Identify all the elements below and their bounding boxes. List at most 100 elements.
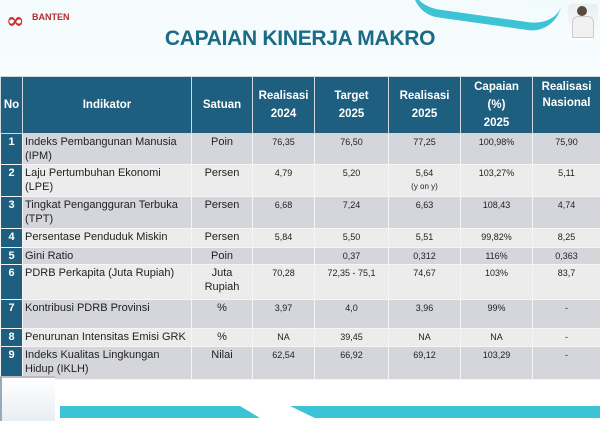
indikator-cell: Penurunan Intensitas Emisi GRK [22, 328, 192, 347]
capaian-cell: 99,82% [460, 228, 533, 248]
realisasi-nasional-cell: 5,11 [532, 164, 600, 197]
satuan-cell: % [191, 328, 253, 347]
satuan-cell: Juta Rupiah [191, 264, 253, 300]
logo-mark: ∞ [6, 8, 25, 34]
indikator-cell: Indeks Pembangunan Manusia (IPM) [22, 133, 192, 165]
realisasi-nasional-cell: - [532, 328, 600, 347]
realisasi-2024-cell: 6,68 [252, 196, 315, 229]
capaian-cell: NA [460, 328, 533, 347]
realisasi-2025-cell: 74,67 [388, 264, 461, 300]
row-number: 3 [0, 196, 23, 229]
capaian-cell: 103,27% [460, 164, 533, 197]
footer-band [0, 398, 600, 421]
officials-photo [568, 4, 598, 40]
logo-text: BANTEN [32, 12, 70, 22]
table-row: 8 Penurunan Intensitas Emisi GRK% NA 39,45 N… [0, 328, 600, 347]
table-row: 3 Tingkat Pengangguran Terbuka (TPT) Perse… [0, 196, 600, 229]
table-row: 7 Kontribusi PDRB Provinsi% 3,97 4,0 3,96 99%… [0, 299, 600, 329]
indikator-cell: Indeks Kualitas Lingkungan Hidup (IKLH) [22, 346, 192, 380]
capaian-cell: 99% [460, 299, 533, 329]
macro-performance-table: No Indikator Satuan Realisasi 2024 Target… [0, 76, 600, 380]
col-capaian: Capaian (%) 2025 [460, 76, 533, 134]
indikator-cell: Persentase Penduduk Miskin [22, 228, 192, 248]
col-indikator: Indikator [22, 76, 192, 134]
realisasi-2025-cell: 69,12 [388, 346, 461, 380]
satuan-cell: Poin [191, 247, 253, 265]
realisasi-2025-cell: 77,25 [388, 133, 461, 165]
target-2025-cell: 5,20 [314, 164, 389, 197]
realisasi-2025-cell: NA [388, 328, 461, 347]
col-realisasi-2025: Realisasi 2025 [388, 76, 461, 134]
row-number: 5 [0, 247, 23, 265]
page-title: CAPAIAN KINERJA MAKRO [164, 27, 436, 50]
realisasi-2025-cell: 3,96 [388, 299, 461, 329]
realisasi-2025-cell: 6,63 [388, 196, 461, 229]
footer-stripe [290, 406, 600, 418]
row-number: 2 [0, 164, 23, 197]
target-2025-cell: 72,35 - 75,1 [314, 264, 389, 300]
target-2025-cell: 66,92 [314, 346, 389, 380]
footer-stripe [60, 406, 260, 418]
realisasi-nasional-cell: - [532, 346, 600, 380]
satuan-cell: Poin [191, 133, 253, 165]
satuan-cell: Nilai [191, 346, 253, 380]
realisasi-2024-cell: 4,79 [252, 164, 315, 197]
capaian-cell: 103,29 [460, 346, 533, 380]
realisasi-2024-cell [252, 247, 315, 265]
table-row: 9 Indeks Kualitas Lingkungan Hidup (IKLH)… [0, 346, 600, 380]
building-illustration [0, 376, 55, 421]
capaian-cell: 100,98% [460, 133, 533, 165]
realisasi-2024-cell: 70,28 [252, 264, 315, 300]
realisasi-2024-cell: 5,84 [252, 228, 315, 248]
capaian-cell: 116% [460, 247, 533, 265]
realisasi-2024-cell: NA [252, 328, 315, 347]
row-number: 7 [0, 299, 23, 329]
col-no: No [0, 76, 23, 134]
realisasi-2025-cell: 5,64 (y on y) [388, 164, 461, 197]
target-2025-cell: 4,0 [314, 299, 389, 329]
table-row: 4 Persentase Penduduk Miskin Persen 5,84 5,5… [0, 228, 600, 248]
realisasi-2024-cell: 76,35 [252, 133, 315, 165]
capaian-cell: 103% [460, 264, 533, 300]
row-number: 8 [0, 328, 23, 347]
table-row: 1 Indeks Pembangunan Manusia (IPM) Poin 76,… [0, 133, 600, 165]
indikator-cell: Kontribusi PDRB Provinsi [22, 299, 192, 329]
capaian-cell: 108,43 [460, 196, 533, 229]
indikator-cell: Gini Ratio [22, 247, 192, 265]
target-2025-cell: 39,45 [314, 328, 389, 347]
target-2025-cell: 0,37 [314, 247, 389, 265]
realisasi-nasional-cell: 75,90 [532, 133, 600, 165]
target-2025-cell: 7,24 [314, 196, 389, 229]
satuan-cell: Persen [191, 228, 253, 248]
realisasi-nasional-cell: - [532, 299, 600, 329]
realisasi-nasional-cell: 83,7 [532, 264, 600, 300]
row-number: 6 [0, 264, 23, 300]
satuan-cell: Persen [191, 164, 253, 197]
realisasi-nasional-cell: 0,363 [532, 247, 600, 265]
table-row: 5 Gini Ratio Poin 0,37 0,312 116% 0,363 [0, 247, 600, 265]
target-2025-cell: 76,50 [314, 133, 389, 165]
table-row: 2 Laju Pertumbuhan Ekonomi (LPE) Persen 4,7… [0, 164, 600, 197]
row-number: 1 [0, 133, 23, 165]
realisasi-nasional-cell: 8,25 [532, 228, 600, 248]
col-target-2025: Target 2025 [314, 76, 389, 134]
col-realisasi-nasional: Realisasi Nasional [532, 76, 600, 134]
table-header: No Indikator Satuan Realisasi 2024 Target… [0, 76, 600, 134]
indikator-cell: PDRB Perkapita (Juta Rupiah) [22, 264, 192, 300]
satuan-cell: Persen [191, 196, 253, 229]
realisasi-2024-cell: 3,97 [252, 299, 315, 329]
realisasi-2025-cell: 0,312 [388, 247, 461, 265]
target-2025-cell: 5,50 [314, 228, 389, 248]
row-number: 4 [0, 228, 23, 248]
satuan-cell: % [191, 299, 253, 329]
realisasi-nasional-cell: 4,74 [532, 196, 600, 229]
row-number: 9 [0, 346, 23, 380]
col-satuan: Satuan [191, 76, 253, 134]
indikator-cell: Tingkat Pengangguran Terbuka (TPT) [22, 196, 192, 229]
note: (y on y) [411, 182, 438, 191]
realisasi-2024-cell: 62,54 [252, 346, 315, 380]
table-row: 6 PDRB Perkapita (Juta Rupiah) Juta Rupiah… [0, 264, 600, 300]
indikator-cell: Laju Pertumbuhan Ekonomi (LPE) [22, 164, 192, 197]
realisasi-2025-cell: 5,51 [388, 228, 461, 248]
col-realisasi-2024: Realisasi 2024 [252, 76, 315, 134]
